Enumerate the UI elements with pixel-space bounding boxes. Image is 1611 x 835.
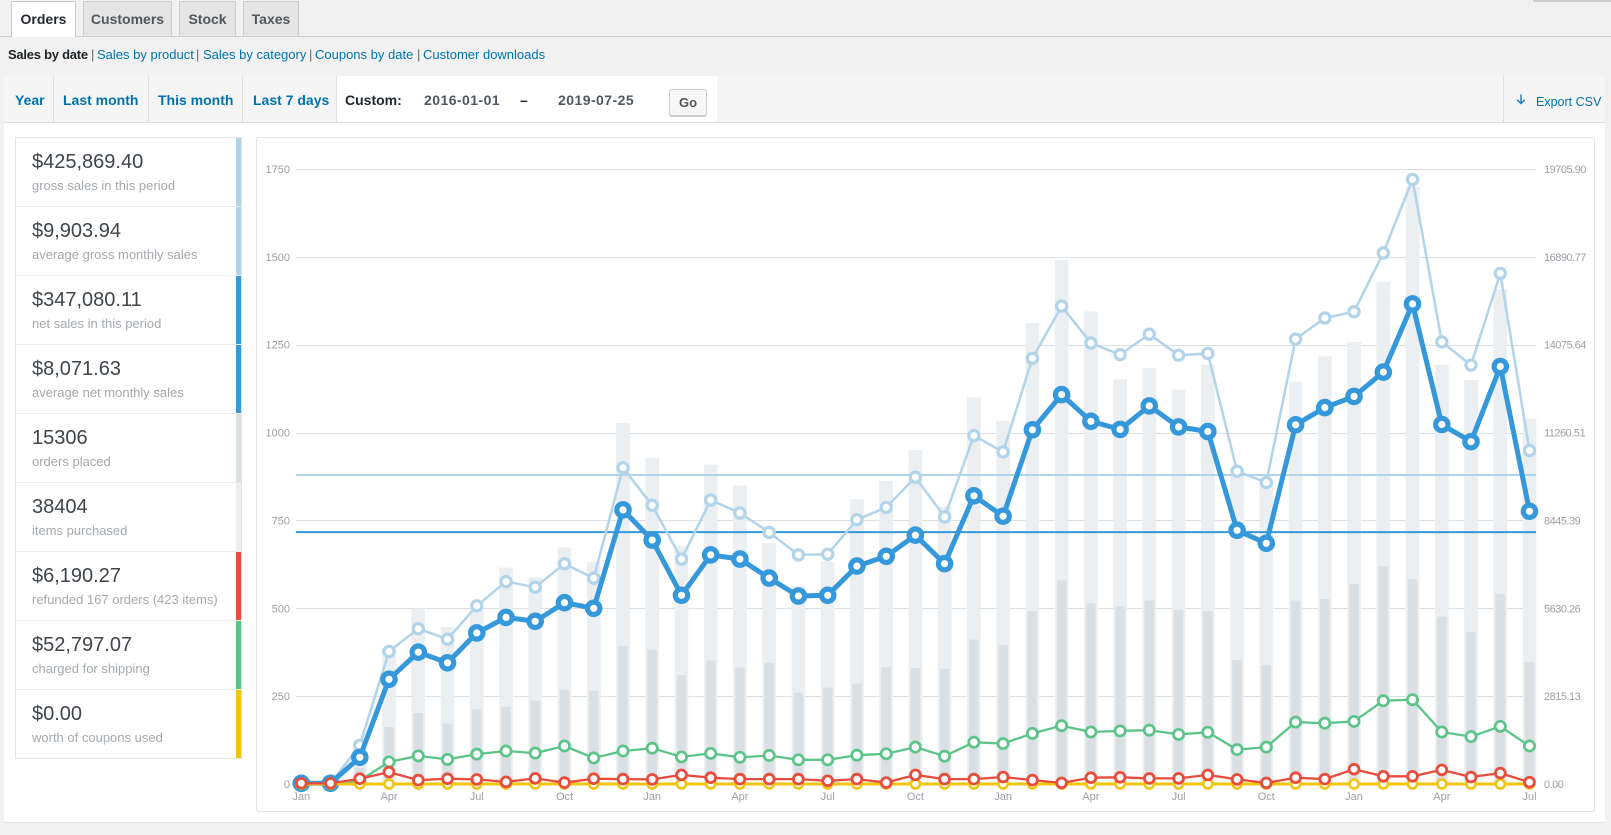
svg-text:8445.39: 8445.39: [1544, 515, 1581, 527]
svg-text:0: 0: [284, 779, 290, 791]
svg-text:500: 500: [272, 603, 290, 615]
svg-text:19705.90: 19705.90: [1544, 164, 1586, 176]
svg-text:Jul: Jul: [1172, 791, 1186, 803]
svg-text:0.00: 0.00: [1544, 779, 1564, 791]
svg-text:Apr: Apr: [1082, 791, 1099, 803]
svg-text:Jul: Jul: [821, 791, 835, 803]
svg-text:11260.51: 11260.51: [1544, 428, 1585, 440]
svg-text:Jan: Jan: [1345, 791, 1363, 803]
svg-text:Apr: Apr: [731, 791, 748, 803]
svg-text:Oct: Oct: [1258, 791, 1275, 803]
svg-text:250: 250: [272, 691, 290, 703]
svg-text:750: 750: [272, 515, 290, 527]
svg-text:1500: 1500: [266, 252, 290, 264]
svg-text:1000: 1000: [266, 428, 290, 440]
svg-text:Jan: Jan: [643, 791, 661, 803]
svg-text:Apr: Apr: [380, 791, 397, 803]
svg-text:14075.64: 14075.64: [1544, 340, 1586, 352]
svg-text:Oct: Oct: [907, 791, 924, 803]
svg-text:5630.26: 5630.26: [1544, 603, 1581, 615]
svg-text:Apr: Apr: [1433, 791, 1450, 803]
svg-text:Jul: Jul: [1522, 791, 1536, 803]
svg-text:1250: 1250: [266, 340, 290, 352]
svg-text:16890.77: 16890.77: [1544, 252, 1586, 264]
svg-text:Jan: Jan: [994, 791, 1012, 803]
svg-text:Jan: Jan: [292, 791, 310, 803]
svg-text:1750: 1750: [266, 164, 290, 176]
svg-text:Oct: Oct: [556, 791, 573, 803]
svg-text:Jul: Jul: [470, 791, 484, 803]
svg-text:2815.13: 2815.13: [1544, 691, 1581, 703]
